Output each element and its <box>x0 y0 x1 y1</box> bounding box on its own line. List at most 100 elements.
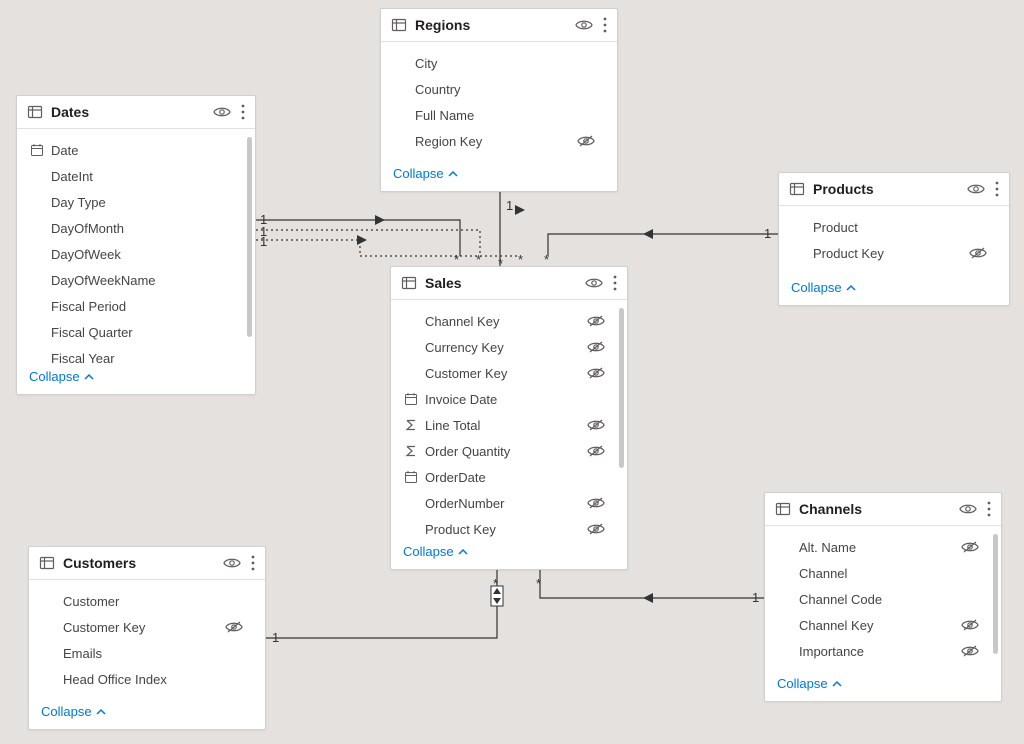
table-body: City Country Full Name Region Key <box>381 42 617 160</box>
chevron-up-icon <box>448 170 458 178</box>
table-header[interactable]: Dates <box>17 96 255 129</box>
collapse-link[interactable]: Collapse <box>381 160 617 191</box>
field-row[interactable]: Fiscal Year <box>17 345 255 363</box>
more-icon[interactable] <box>613 275 617 291</box>
table-title: Regions <box>415 17 567 33</box>
table-products[interactable]: Products ProductProduct Key Collapse <box>778 172 1010 306</box>
field-name: DayOfWeekName <box>51 273 231 288</box>
cardinality-many: * <box>493 576 498 591</box>
hidden-icon <box>587 444 603 458</box>
field-name: DayOfMonth <box>51 221 231 236</box>
field-row[interactable]: Order Quantity <box>391 438 627 464</box>
cardinality-many: * <box>536 576 541 591</box>
table-header[interactable]: Regions <box>381 9 617 42</box>
visibility-icon[interactable] <box>213 105 231 119</box>
field-name: OrderNumber <box>425 496 581 511</box>
field-row[interactable]: Full Name <box>381 102 617 128</box>
field-row[interactable]: Product Key <box>391 516 627 538</box>
visibility-icon[interactable] <box>967 182 985 196</box>
visibility-icon[interactable] <box>959 502 977 516</box>
table-header[interactable]: Products <box>779 173 1009 206</box>
table-channels[interactable]: Channels Alt. Name Channel Channel Code Chan… <box>764 492 1002 702</box>
field-row[interactable]: Emails <box>29 640 265 666</box>
more-icon[interactable] <box>241 104 245 120</box>
field-name: Fiscal Year <box>51 351 231 364</box>
scrollbar[interactable] <box>247 137 252 337</box>
scrollbar[interactable] <box>619 308 624 468</box>
field-row[interactable]: City <box>381 50 617 76</box>
sigma-icon <box>403 418 419 432</box>
field-row[interactable]: DayOfWeekName <box>17 267 255 293</box>
field-row[interactable]: Day Type <box>17 189 255 215</box>
visibility-icon[interactable] <box>223 556 241 570</box>
more-icon[interactable] <box>251 555 255 571</box>
field-row[interactable]: Fiscal Quarter <box>17 319 255 345</box>
more-icon[interactable] <box>995 181 999 197</box>
field-row[interactable]: Importance <box>765 638 1001 664</box>
collapse-link[interactable]: Collapse <box>779 274 1009 305</box>
field-name: Fiscal Period <box>51 299 231 314</box>
field-row[interactable]: Customer Key <box>29 614 265 640</box>
field-row[interactable]: Region Key <box>381 128 617 154</box>
table-body: DateDateIntDay Type DayOfMonth DayOfWeek Da… <box>17 129 255 363</box>
table-title: Channels <box>799 501 951 517</box>
table-header[interactable]: Customers <box>29 547 265 580</box>
field-row[interactable]: Fiscal Period <box>17 293 255 319</box>
calendar-icon <box>403 392 419 406</box>
field-row[interactable]: DayOfWeek <box>17 241 255 267</box>
field-name: Country <box>415 82 593 97</box>
field-row[interactable]: Channel Key <box>391 308 627 334</box>
field-row[interactable]: Head Office Index <box>29 666 265 692</box>
field-row[interactable]: OrderDate <box>391 464 627 490</box>
collapse-link[interactable]: Collapse <box>29 698 265 729</box>
visibility-icon[interactable] <box>575 18 593 32</box>
table-regions[interactable]: Regions City Country Full Name Region Key Col… <box>380 8 618 192</box>
field-row[interactable]: Country <box>381 76 617 102</box>
chevron-up-icon <box>846 284 856 292</box>
collapse-link[interactable]: Collapse <box>391 538 627 569</box>
table-customers[interactable]: Customers CustomerCustomer KeyEmails Head … <box>28 546 266 730</box>
hidden-icon <box>577 134 593 148</box>
field-row[interactable]: Line Total <box>391 412 627 438</box>
field-row[interactable]: Date <box>17 137 255 163</box>
field-row[interactable]: Customer Key <box>391 360 627 386</box>
field-row[interactable]: Product Key <box>779 240 1009 266</box>
model-canvas[interactable]: 1*1*1*1*1*1*1* DatesDateDateIntDay TypeD… <box>0 0 1024 744</box>
field-row[interactable]: Product <box>779 214 1009 240</box>
field-row[interactable]: Channel Code <box>765 586 1001 612</box>
field-row[interactable]: DateInt <box>17 163 255 189</box>
field-name: Channel Code <box>799 592 977 607</box>
field-name: Channel <box>799 566 977 581</box>
collapse-label: Collapse <box>403 544 454 559</box>
table-header[interactable]: Sales <box>391 267 627 300</box>
field-name: Region Key <box>415 134 571 149</box>
hidden-icon <box>587 366 603 380</box>
hidden-icon <box>225 620 241 634</box>
field-row[interactable]: Channel Key <box>765 612 1001 638</box>
collapse-link[interactable]: Collapse <box>17 363 255 394</box>
field-name: Order Quantity <box>425 444 581 459</box>
field-name: Head Office Index <box>63 672 241 687</box>
table-sales[interactable]: Sales Channel KeyCurrency Key Customer Key… <box>390 266 628 570</box>
field-row[interactable]: Customer <box>29 588 265 614</box>
field-name: Channel Key <box>799 618 955 633</box>
table-header[interactable]: Channels <box>765 493 1001 526</box>
field-row[interactable]: DayOfMonth <box>17 215 255 241</box>
visibility-icon[interactable] <box>585 276 603 290</box>
field-row[interactable]: Alt. Name <box>765 534 1001 560</box>
collapse-label: Collapse <box>41 704 92 719</box>
more-icon[interactable] <box>603 17 607 33</box>
scrollbar[interactable] <box>993 534 998 654</box>
collapse-link[interactable]: Collapse <box>765 670 1001 701</box>
field-row[interactable]: Invoice Date <box>391 386 627 412</box>
table-title: Dates <box>51 104 205 120</box>
cardinality-one: 1 <box>764 226 771 241</box>
field-row[interactable]: OrderNumber <box>391 490 627 516</box>
table-dates[interactable]: Dates DateDateIntDay Type DayOfMonth DayOfW… <box>16 95 256 395</box>
more-icon[interactable] <box>987 501 991 517</box>
field-row[interactable]: Channel <box>765 560 1001 586</box>
field-row[interactable]: Currency Key <box>391 334 627 360</box>
field-name: Alt. Name <box>799 540 955 555</box>
chevron-up-icon <box>832 680 842 688</box>
field-name: Customer Key <box>425 366 581 381</box>
